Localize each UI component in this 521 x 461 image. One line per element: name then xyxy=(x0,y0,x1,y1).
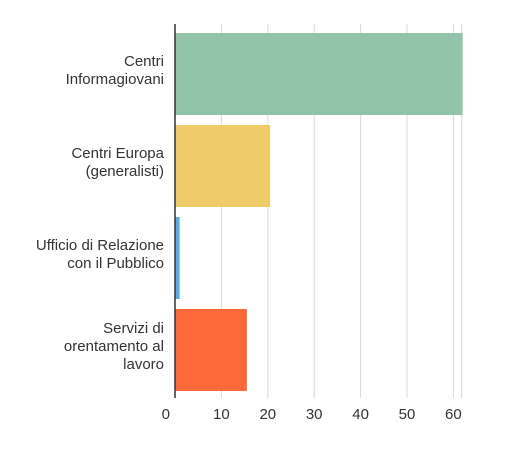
category-label-3: Ufficio di Relazione con il Pubblico xyxy=(36,237,164,272)
x-tick-label-30: 30 xyxy=(306,406,323,423)
x-tick-labels: 0 10 20 30 40 50 60 xyxy=(162,406,462,423)
bar-4 xyxy=(175,309,247,391)
category-label-4: Servizi di orentamento al lavoro xyxy=(64,320,164,373)
category-label-2: Centri Europa (generalisti) xyxy=(71,145,164,180)
bar-3 xyxy=(175,217,180,299)
x-tick-label-60: 60 xyxy=(445,406,462,423)
x-tick-label-50: 50 xyxy=(399,406,416,423)
bars xyxy=(175,33,463,391)
x-tick-label-0: 0 xyxy=(162,406,170,423)
x-tick-label-10: 10 xyxy=(213,406,230,423)
x-tick-label-20: 20 xyxy=(259,406,276,423)
category-labels: Centri Informagiovani Centri Europa (genera… xyxy=(36,53,165,373)
category-label-1: Centri Informagiovani xyxy=(66,53,164,88)
bar-2 xyxy=(175,125,271,207)
bar-1 xyxy=(175,33,463,115)
x-tick-label-40: 40 xyxy=(352,406,369,423)
